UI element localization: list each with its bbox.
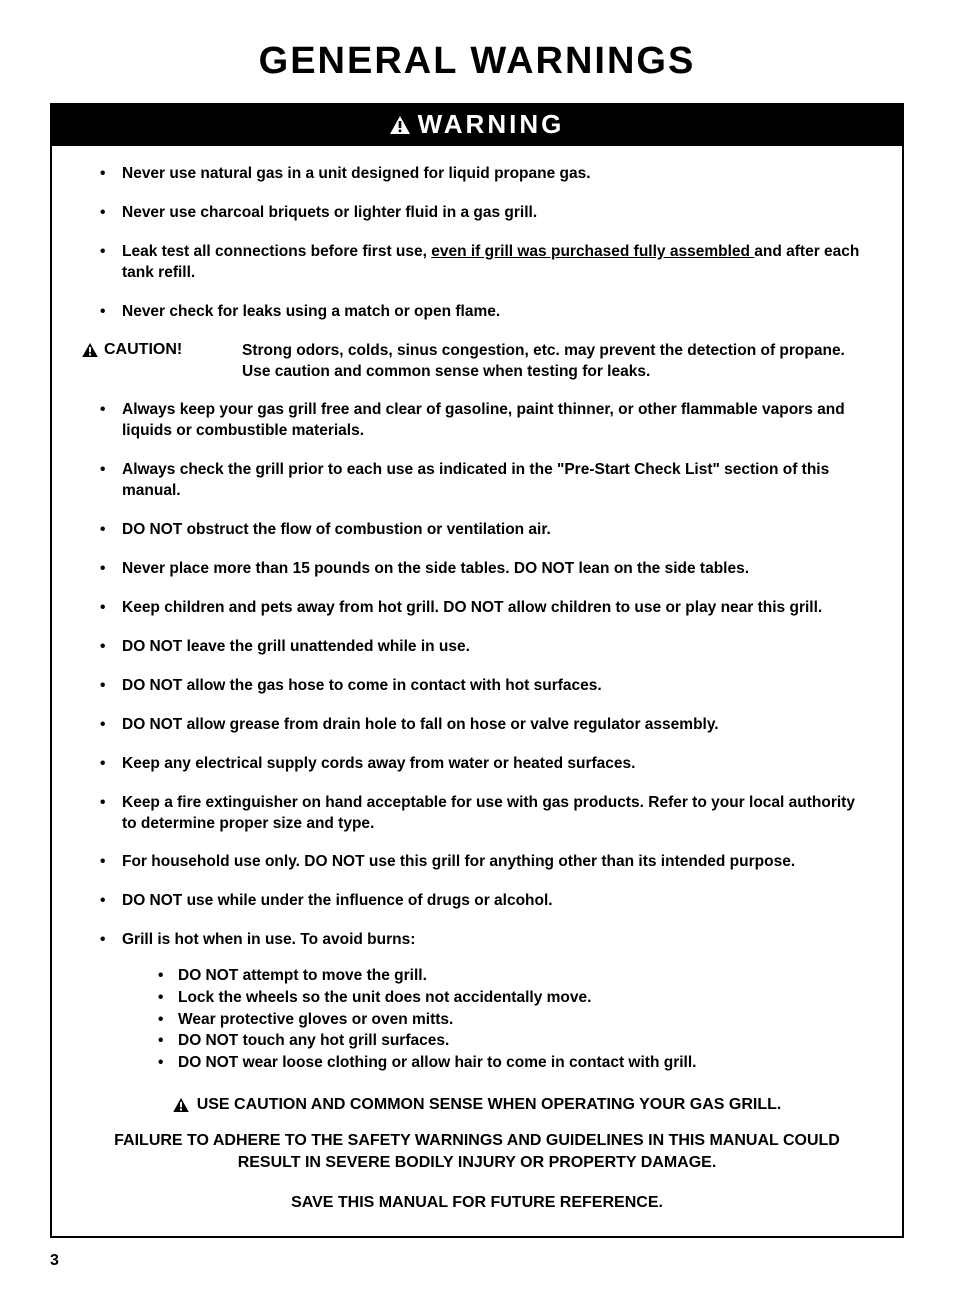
- sub-bullet-item: Wear protective gloves or oven mitts.: [122, 1009, 872, 1031]
- page-number: 3: [50, 1252, 904, 1270]
- bullet-item: DO NOT allow grease from drain hole to f…: [82, 715, 872, 736]
- caution-text: Strong odors, colds, sinus congestion, e…: [242, 341, 872, 383]
- bullet-item: Leak test all connections before first u…: [82, 242, 872, 284]
- warning-banner: WARNING: [52, 105, 902, 146]
- bullet-item: Never place more than 15 pounds on the s…: [82, 559, 872, 580]
- bullet-list-lower: Always keep your gas grill free and clea…: [82, 400, 872, 1073]
- warning-content: Never use natural gas in a unit designed…: [52, 146, 902, 1236]
- footer-failure-text: FAILURE TO ADHERE TO THE SAFETY WARNINGS…: [82, 1130, 872, 1175]
- bullet-item: Never use natural gas in a unit designed…: [82, 164, 872, 185]
- bullet-item: Keep a fire extinguisher on hand accepta…: [82, 793, 872, 835]
- document-page: GENERAL WARNINGS WARNING Never use natur…: [0, 0, 954, 1290]
- warning-triangle-icon: [390, 116, 410, 134]
- bullet-text-underlined: even if grill was purchased fully assemb…: [431, 243, 754, 260]
- bullet-item: For household use only. DO NOT use this …: [82, 852, 872, 873]
- sub-bullet-item: DO NOT wear loose clothing or allow hair…: [122, 1052, 872, 1074]
- burns-intro-text: Grill is hot when in use. To avoid burns…: [122, 931, 415, 948]
- bullet-item: Grill is hot when in use. To avoid burns…: [82, 930, 872, 1073]
- sub-bullet-list: DO NOT attempt to move the grill. Lock t…: [122, 965, 872, 1073]
- bullet-item: DO NOT use while under the influence of …: [82, 891, 872, 912]
- sub-bullet-item: DO NOT attempt to move the grill.: [122, 965, 872, 987]
- bullet-item: Always keep your gas grill free and clea…: [82, 400, 872, 442]
- caution-label-text: CAUTION!: [104, 341, 182, 359]
- bullet-text-pre: Leak test all connections before first u…: [122, 243, 431, 260]
- warning-banner-text: WARNING: [418, 109, 565, 140]
- caution-row: CAUTION! Strong odors, colds, sinus cong…: [82, 341, 872, 383]
- sub-bullet-item: Lock the wheels so the unit does not acc…: [122, 987, 872, 1009]
- caution-label: CAUTION!: [82, 341, 242, 359]
- footer-save-text: SAVE THIS MANUAL FOR FUTURE REFERENCE.: [82, 1194, 872, 1212]
- bullet-item: Always check the grill prior to each use…: [82, 460, 872, 502]
- warning-triangle-icon: [82, 343, 98, 357]
- bullet-item: Never check for leaks using a match or o…: [82, 302, 872, 323]
- sub-bullet-item: DO NOT touch any hot grill surfaces.: [122, 1030, 872, 1052]
- bullet-item: Keep children and pets away from hot gri…: [82, 598, 872, 619]
- page-title: GENERAL WARNINGS: [50, 40, 904, 83]
- footer-caution-line: USE CAUTION AND COMMON SENSE WHEN OPERAT…: [82, 1096, 872, 1114]
- bullet-item: DO NOT allow the gas hose to come in con…: [82, 676, 872, 697]
- warning-box: WARNING Never use natural gas in a unit …: [50, 103, 904, 1238]
- bullet-list-top: Never use natural gas in a unit designed…: [82, 164, 872, 323]
- footer-caution-text: USE CAUTION AND COMMON SENSE WHEN OPERAT…: [197, 1096, 782, 1114]
- bullet-item: DO NOT leave the grill unattended while …: [82, 637, 872, 658]
- warning-triangle-icon: [173, 1098, 189, 1112]
- bullet-item: Keep any electrical supply cords away fr…: [82, 754, 872, 775]
- bullet-item: DO NOT obstruct the flow of combustion o…: [82, 520, 872, 541]
- bullet-item: Never use charcoal briquets or lighter f…: [82, 203, 872, 224]
